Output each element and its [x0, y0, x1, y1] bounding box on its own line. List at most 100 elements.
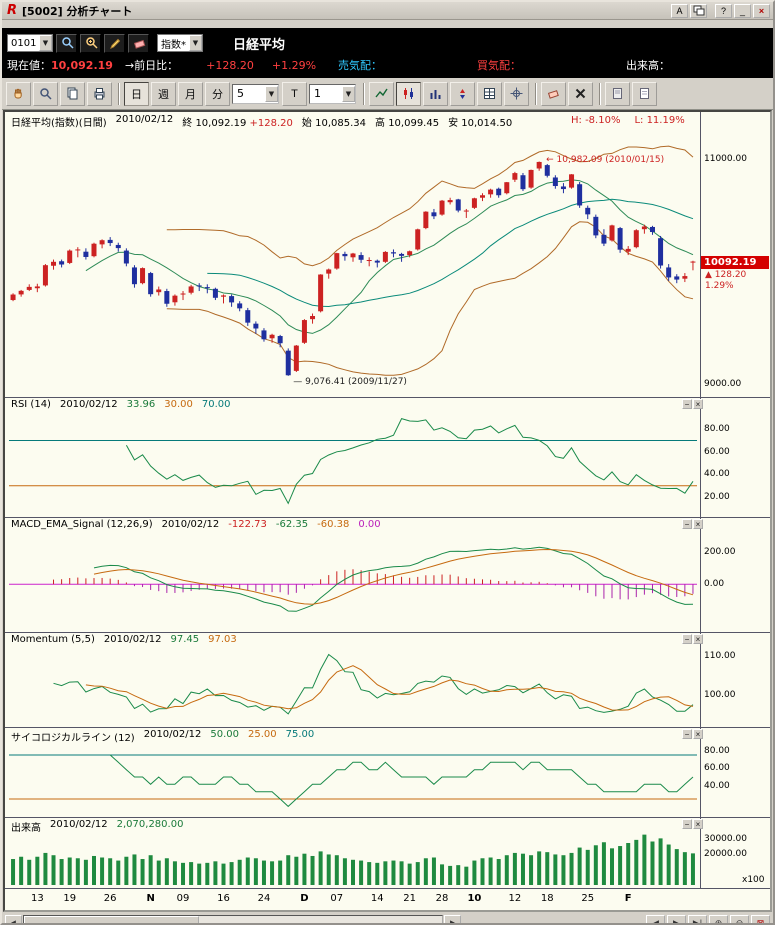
bar-chart-button[interactable]: [423, 81, 448, 106]
momentum-minimize-button[interactable]: −: [682, 634, 692, 644]
macd-value: -122.73: [228, 519, 267, 530]
chevron-down-icon[interactable]: ▼: [189, 35, 202, 51]
rsi-minimize-button[interactable]: −: [682, 399, 692, 409]
axis-label: 40.00: [704, 780, 730, 791]
price-change-value: +128.20: [206, 58, 254, 72]
new-chart-button[interactable]: [632, 81, 657, 106]
macd-zero-value: 0.00: [358, 519, 381, 530]
crosshair-button[interactable]: [504, 81, 529, 106]
toolbar-separator: [363, 82, 365, 105]
volume-title: 出来高: [11, 823, 41, 834]
zoom-tool-button[interactable]: [56, 33, 77, 53]
scroll-left-button[interactable]: ◄: [5, 915, 22, 923]
title-bar: R [5002] 分析チャート A ? _ ×: [2, 2, 773, 20]
print-button[interactable]: [87, 81, 112, 106]
index-type-select[interactable]: 指数* ▼: [157, 34, 203, 52]
minute-interval-select[interactable]: 5 ▼: [232, 83, 279, 104]
status-bar: ◄ ► ◀ ▶ ▶| ⊕ ⊖ ⊠: [2, 912, 773, 923]
psych-close-button[interactable]: ×: [693, 729, 703, 739]
chart-area[interactable]: 日経平均(指数)(日間) 2010/02/12 終 10,092.19 +128…: [3, 110, 772, 912]
x-axis-label: 09: [176, 893, 190, 904]
macd-minimize-button[interactable]: −: [682, 519, 692, 529]
chevron-down-icon[interactable]: ▼: [342, 85, 355, 102]
eraser-tool-button[interactable]: [128, 33, 149, 53]
grid-button[interactable]: [477, 81, 502, 106]
momentum-title: Momentum (5,5): [11, 634, 95, 645]
axis-label: 20000.00: [704, 849, 747, 860]
macd-close-button[interactable]: ×: [693, 519, 703, 529]
psych-minimize-button[interactable]: −: [682, 729, 692, 739]
tick-interval-value: 1: [314, 87, 321, 100]
panel-canvas[interactable]: [5, 112, 699, 397]
x-axis-label: 16: [217, 893, 230, 904]
candle-chart-button[interactable]: [396, 81, 421, 106]
zoom-button[interactable]: [33, 81, 58, 106]
help-button[interactable]: ?: [715, 3, 732, 18]
scrollbar-thumb[interactable]: [24, 916, 199, 923]
rsi-date: 2010/02/12: [59, 399, 118, 410]
x-axis-label: 10: [467, 893, 482, 904]
close-group: 終 10,092.19 +128.20: [182, 118, 293, 129]
momentum-close-button[interactable]: ×: [693, 634, 703, 644]
edit-search-button[interactable]: [80, 33, 101, 53]
rsi-close-button[interactable]: ×: [693, 399, 703, 409]
minimize-button[interactable]: _: [734, 3, 751, 18]
erase-drawing-button[interactable]: [541, 81, 566, 106]
volume-minimize-button[interactable]: −: [682, 819, 692, 829]
panel-canvas[interactable]: [5, 727, 699, 817]
eraser-icon: [133, 39, 145, 49]
zoom-out-button[interactable]: ⊖: [730, 915, 749, 923]
macd-date: 2010/02/12: [161, 519, 220, 530]
rsi-title: RSI (14): [11, 399, 51, 410]
scroll-right-button[interactable]: ►: [444, 915, 461, 923]
price-tag-change: ▲ 128.20: [705, 269, 747, 280]
close-button[interactable]: ×: [753, 3, 770, 18]
pen-tool-button[interactable]: [104, 33, 125, 53]
scrollbar-track[interactable]: [23, 915, 443, 923]
macd-signal-value: -60.38: [317, 519, 350, 530]
quote-row: 現在値： 10,092.19 →前日比： +128.20 +1.29% 売気配：…: [7, 55, 768, 75]
main-chart-header: 日経平均(指数)(日間) 2010/02/12 終 10,092.19 +128…: [11, 114, 512, 129]
x-axis-label: 24: [257, 893, 271, 904]
tick-interval-select[interactable]: 1 ▼: [309, 83, 356, 104]
pct-from-high: H: -8.10%: [571, 115, 621, 126]
panel-canvas[interactable]: [5, 397, 699, 517]
panel-canvas[interactable]: [5, 817, 699, 888]
updown-marks-button[interactable]: [450, 81, 475, 106]
x-axis-label: 25: [581, 893, 595, 904]
period-week-button[interactable]: 週: [151, 81, 176, 106]
cascade-windows-button[interactable]: [690, 3, 707, 18]
close-chart-button[interactable]: ⊠: [751, 915, 770, 923]
volume-date: 2010/02/12: [50, 819, 108, 830]
chevron-down-icon[interactable]: ▼: [265, 85, 278, 102]
pct-from-low: L: 11.19%: [634, 115, 685, 126]
current-price-label: 現在値：: [7, 59, 51, 72]
layout-button[interactable]: [605, 81, 630, 106]
chevron-down-icon[interactable]: ▼: [39, 35, 52, 51]
text-size-button[interactable]: A: [671, 3, 688, 18]
x-axis-label: 19: [63, 893, 77, 904]
period-day-button[interactable]: 日: [124, 81, 149, 106]
delete-all-button[interactable]: [568, 81, 593, 106]
period-minute-button[interactable]: 分: [205, 81, 230, 106]
pan-to-end-button[interactable]: ▶|: [688, 915, 707, 923]
toolbar-separator: [599, 82, 601, 105]
pencil-icon: [109, 38, 120, 49]
candlestick-icon: [404, 88, 413, 99]
chart-preset-select[interactable]: 0101 ▼: [7, 34, 53, 52]
pan-left-button[interactable]: ◀: [646, 915, 665, 923]
panel-canvas[interactable]: [5, 517, 699, 632]
period-month-button[interactable]: 月: [178, 81, 203, 106]
tick-mode-button[interactable]: T: [282, 81, 307, 106]
x-axis-label: 12: [508, 893, 522, 904]
volume-close-button[interactable]: ×: [693, 819, 703, 829]
zoom-in-button[interactable]: ⊕: [709, 915, 728, 923]
pan-hand-button[interactable]: [6, 81, 31, 106]
line-chart-button[interactable]: [369, 81, 394, 106]
panel-canvas[interactable]: [5, 632, 699, 727]
pan-right-button[interactable]: ▶: [667, 915, 686, 923]
copy-button[interactable]: [60, 81, 85, 106]
psych-date: 2010/02/12: [143, 729, 202, 740]
quote-panel: 0101 ▼ 指数* ▼ 日経平均 現在値： 10,09: [2, 28, 773, 78]
psych-value: 50.00: [210, 729, 239, 740]
